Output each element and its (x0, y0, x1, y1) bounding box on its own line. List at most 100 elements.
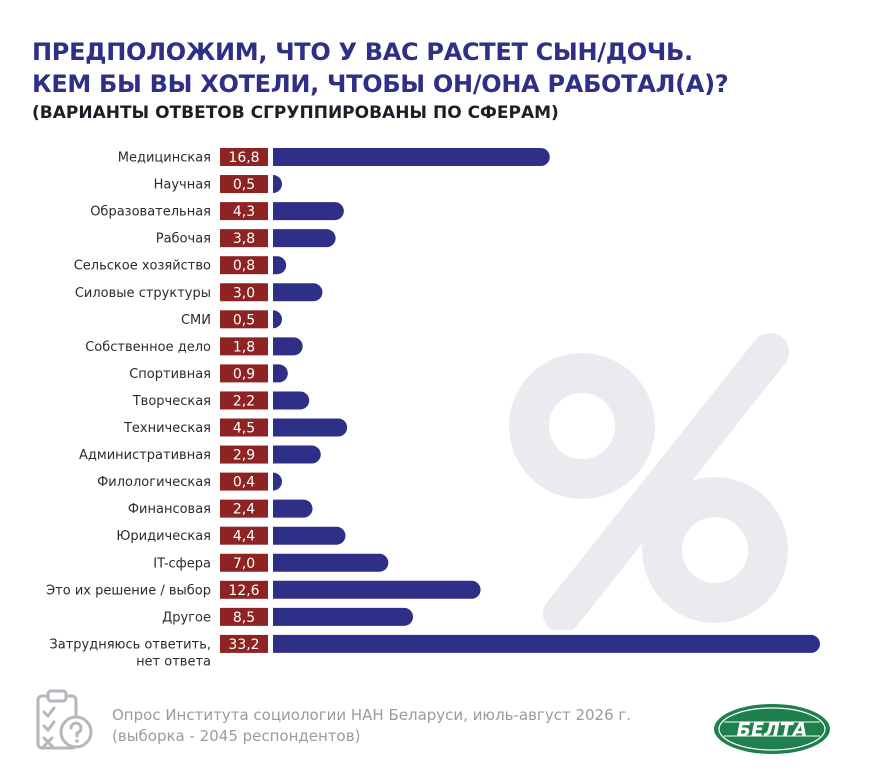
value-box (220, 607, 268, 626)
category-label: Силовые структуры (75, 286, 211, 301)
percent-icon-upper-ring (509, 353, 655, 499)
value-box (220, 148, 268, 166)
value-label: 8,5 (233, 610, 255, 626)
value-label: 0,4 (233, 475, 255, 491)
bar-row: Это их решение / выбор 12,6 (46, 580, 481, 599)
value-box (220, 580, 268, 599)
belta-logo: БЕЛТА (712, 702, 832, 756)
value-box (220, 391, 268, 410)
bar-row: Финансовая 2,4 (128, 499, 313, 518)
value-label: 12,6 (228, 583, 259, 599)
bar (273, 202, 344, 221)
category-label: Собственное дело (85, 340, 211, 355)
category-label: Рабочая (156, 232, 211, 247)
bar (273, 607, 414, 626)
chart-title: ПРЕДПОЛОЖИМ, ЧТО У ВАС РАСТЕТ СЫН/ДОЧЬ. … (32, 36, 852, 100)
value-label: 4,3 (233, 204, 255, 220)
bar-row: Сельское хозяйство 0,8 (74, 256, 287, 275)
bar-chart: Медицинская 16,8 Научная 0,5 Образовательная… (46, 148, 820, 669)
value-label: 7,0 (233, 556, 255, 572)
bar-row: Образовательная 4,3 (90, 202, 344, 221)
bar-row: Собственное дело 1,8 (85, 337, 303, 356)
bar (273, 418, 348, 437)
title-line-2: КЕМ БЫ ВЫ ХОТЕЛИ, ЧТОБЫ ОН/ОНА РАБОТАЛ(А… (32, 70, 729, 98)
bar (273, 148, 550, 166)
bar (273, 445, 321, 464)
bar (273, 364, 288, 383)
bar (273, 526, 346, 545)
category-label: Техническая (123, 421, 211, 436)
value-box (220, 202, 268, 221)
bar-row: Филологическая 0,4 (97, 472, 282, 491)
value-box (220, 283, 268, 302)
bar (273, 391, 310, 410)
category-label: Затрудняюсь ответить, нет ответа (49, 637, 211, 669)
title-line-1: ПРЕДПОЛОЖИМ, ЧТО У ВАС РАСТЕТ СЫН/ДОЧЬ. (32, 38, 693, 66)
bar-row: Рабочая 3,8 (156, 229, 336, 248)
value-box (220, 310, 268, 329)
value-box (220, 526, 268, 545)
category-label: Юридическая (116, 529, 211, 544)
percent-icon-lower-ring (642, 477, 788, 623)
category-label: Это их решение / выбор (46, 583, 211, 598)
bar (273, 175, 282, 194)
bar-row: Затрудняюсь ответить, нет ответа 33,2 (49, 634, 820, 669)
category-label: Другое (162, 610, 211, 625)
category-label: Образовательная (90, 205, 211, 220)
value-box (220, 472, 268, 491)
value-box (220, 256, 268, 275)
bar (273, 256, 287, 275)
value-box (220, 418, 268, 437)
bar-row: Научная 0,5 (154, 175, 282, 194)
category-label: Сельское хозяйство (74, 259, 211, 274)
value-label: 33,2 (228, 637, 259, 653)
bar-row: Творческая 2,2 (132, 391, 310, 410)
category-label: Административная (79, 448, 211, 463)
bar-row: Медицинская 16,8 (118, 148, 550, 166)
percent-icon (509, 333, 789, 630)
bar (273, 580, 481, 599)
category-label: Финансовая (128, 502, 211, 517)
source-note: Опрос Института социологии НАН Беларуси,… (112, 705, 631, 747)
bar-row: Техническая 4,5 (123, 418, 348, 437)
bar-row: Другое 8,5 (162, 607, 414, 626)
value-label: 2,2 (233, 393, 255, 409)
logo-text: БЕЛТА (737, 719, 808, 741)
bar (273, 283, 323, 302)
value-label: 2,9 (233, 448, 255, 464)
bar-row: Силовые структуры 3,0 (75, 283, 323, 302)
bar (273, 499, 313, 518)
value-box (220, 553, 268, 572)
clipboard-question-icon (36, 689, 93, 750)
bar-row: Административная 2,9 (79, 445, 321, 464)
bar (273, 472, 282, 491)
percent-icon-slash (543, 333, 789, 630)
value-label: 0,9 (233, 366, 255, 382)
bar-row: СМИ 0,5 (181, 310, 282, 329)
bar-row: Юридическая 4,4 (116, 526, 346, 545)
category-label: Медицинская (118, 151, 211, 166)
value-label: 4,5 (233, 421, 255, 437)
bar (273, 553, 389, 572)
source-line-2: (выборка - 2045 респондентов) (112, 727, 361, 745)
bar-row: Спортивная 0,9 (129, 364, 288, 383)
value-box (220, 364, 268, 383)
bar (273, 634, 820, 653)
value-label: 0,8 (233, 258, 255, 274)
value-label: 3,0 (233, 285, 255, 301)
category-label: Филологическая (97, 475, 211, 490)
category-label: Спортивная (129, 367, 211, 382)
value-box (220, 499, 268, 518)
value-box (220, 175, 268, 194)
category-label: Творческая (132, 394, 211, 409)
category-label: IT-сфера (153, 556, 211, 571)
value-label: 0,5 (233, 312, 255, 328)
value-label: 4,4 (233, 529, 255, 545)
bar-row: IT-сфера 7,0 (153, 553, 389, 572)
bar (273, 229, 336, 248)
value-box (220, 229, 268, 248)
category-label: СМИ (181, 313, 211, 328)
value-box (220, 445, 268, 464)
value-label: 2,4 (233, 502, 255, 518)
value-label: 3,8 (233, 231, 255, 247)
